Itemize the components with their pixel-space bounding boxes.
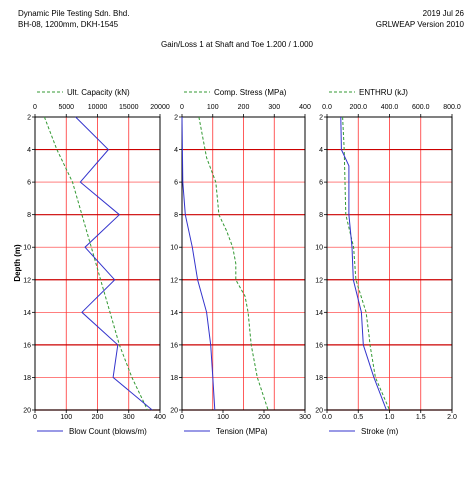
bottom-tick-label: 100 <box>60 414 72 421</box>
y-tick-label: 4 <box>319 147 323 154</box>
bottom-tick-label: 200 <box>258 414 270 421</box>
top-tick-label: 0 <box>33 104 37 111</box>
y-tick-label: 14 <box>170 310 178 317</box>
series-line-top <box>43 116 148 411</box>
series-line-top <box>342 116 390 411</box>
y-tick-label: 12 <box>170 277 178 284</box>
top-tick-label: 15000 <box>119 104 139 111</box>
y-tick-label: 20 <box>170 408 178 415</box>
top-axis-label: Comp. Stress (MPa) <box>214 88 287 97</box>
y-tick-label: 10 <box>170 245 178 252</box>
y-tick-label: 12 <box>23 277 31 284</box>
y-tick-label: 6 <box>174 180 178 187</box>
pile-info: BH-08, 1200mm, DKH-1545 <box>18 20 119 29</box>
bottom-tick-label: 300 <box>299 414 311 421</box>
y-tick-label: 8 <box>174 212 178 219</box>
bottom-tick-label: 400 <box>154 414 166 421</box>
y-axis-label: Depth (m) <box>13 244 22 282</box>
bottom-tick-label: 0 <box>33 414 37 421</box>
y-tick-label: 16 <box>170 342 178 349</box>
y-tick-label: 8 <box>319 212 323 219</box>
y-tick-label: 12 <box>315 277 323 284</box>
top-tick-label: 0 <box>180 104 184 111</box>
top-tick-label: 800.0 <box>443 104 461 111</box>
top-tick-label: 0.0 <box>322 104 332 111</box>
y-tick-label: 16 <box>315 342 323 349</box>
bottom-axis-label: Tension (MPa) <box>216 427 268 436</box>
top-tick-label: 10000 <box>88 104 108 111</box>
y-tick-label: 2 <box>319 115 323 122</box>
y-tick-label: 14 <box>315 310 323 317</box>
y-tick-label: 4 <box>174 147 178 154</box>
bottom-tick-label: 100 <box>217 414 229 421</box>
y-tick-label: 14 <box>23 310 31 317</box>
top-axis-label: Ult. Capacity (kN) <box>67 88 130 97</box>
y-tick-label: 6 <box>319 180 323 187</box>
y-tick-label: 6 <box>27 180 31 187</box>
top-tick-label: 100 <box>207 104 219 111</box>
y-tick-label: 18 <box>315 375 323 382</box>
series-line-bottom <box>340 116 387 411</box>
chart-subtitle: Gain/Loss 1 at Shaft and Toe 1.200 / 1.0… <box>161 40 313 49</box>
bottom-tick-label: 0.5 <box>353 414 363 421</box>
bottom-tick-label: 1.0 <box>385 414 395 421</box>
y-tick-label: 2 <box>27 115 31 122</box>
bottom-axis-label: Blow Count (blows/m) <box>69 427 147 436</box>
series-line-bottom <box>181 116 216 411</box>
top-tick-label: 400.0 <box>381 104 399 111</box>
company-name: Dynamic Pile Testing Sdn. Bhd. <box>18 9 130 18</box>
y-tick-label: 20 <box>23 408 31 415</box>
report-date: 2019 Jul 26 <box>422 9 464 18</box>
y-tick-label: 16 <box>23 342 31 349</box>
y-tick-label: 10 <box>23 245 31 252</box>
top-tick-label: 20000 <box>150 104 170 111</box>
y-tick-label: 10 <box>315 245 323 252</box>
top-tick-label: 200.0 <box>349 104 367 111</box>
top-tick-label: 400 <box>299 104 311 111</box>
series-line-bottom <box>75 116 153 411</box>
top-tick-label: 600.0 <box>412 104 430 111</box>
bottom-tick-label: 2.0 <box>447 414 457 421</box>
software-version: GRLWEAP Version 2010 <box>375 20 464 29</box>
bottom-tick-label: 0.0 <box>322 414 332 421</box>
series-line-top <box>198 116 269 411</box>
y-tick-label: 20 <box>315 408 323 415</box>
y-tick-label: 8 <box>27 212 31 219</box>
y-tick-label: 18 <box>23 375 31 382</box>
y-tick-label: 4 <box>27 147 31 154</box>
bottom-tick-label: 300 <box>123 414 135 421</box>
y-tick-label: 2 <box>174 115 178 122</box>
top-tick-label: 300 <box>268 104 280 111</box>
top-axis-label: ENTHRU (kJ) <box>359 88 408 97</box>
bottom-axis-label: Stroke (m) <box>361 427 399 436</box>
top-tick-label: 200 <box>238 104 250 111</box>
y-tick-label: 18 <box>170 375 178 382</box>
top-tick-label: 5000 <box>58 104 74 111</box>
bottom-tick-label: 1.5 <box>416 414 426 421</box>
bottom-tick-label: 0 <box>180 414 184 421</box>
bottom-tick-label: 200 <box>92 414 104 421</box>
